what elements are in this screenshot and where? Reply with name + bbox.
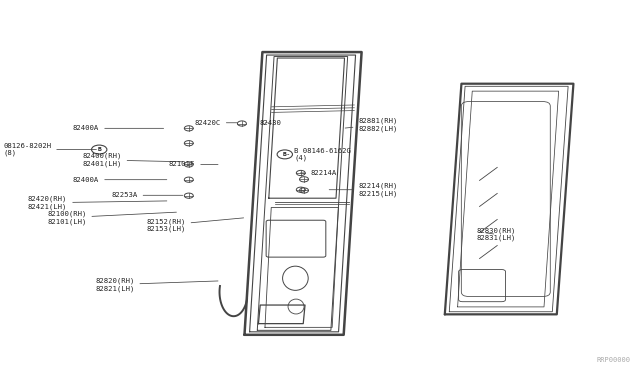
- Text: B 08146-6162G
(4): B 08146-6162G (4): [287, 148, 351, 161]
- Text: 82152(RH)
82153(LH): 82152(RH) 82153(LH): [146, 218, 244, 232]
- Text: 82820(RH)
82821(LH): 82820(RH) 82821(LH): [95, 278, 218, 292]
- Text: 08126-8202H
(8): 08126-8202H (8): [3, 143, 97, 156]
- Text: 82420C: 82420C: [195, 120, 237, 126]
- Text: 82830(RH)
82831(LH): 82830(RH) 82831(LH): [477, 227, 516, 241]
- Text: 82100(RH)
82101(LH): 82100(RH) 82101(LH): [47, 211, 177, 225]
- Text: 82400(RH)
82401(LH): 82400(RH) 82401(LH): [82, 153, 183, 167]
- Text: 82430: 82430: [259, 120, 281, 126]
- Text: 82214(RH)
82215(LH): 82214(RH) 82215(LH): [329, 183, 398, 197]
- Text: 82881(RH)
82882(LH): 82881(RH) 82882(LH): [345, 118, 398, 132]
- Text: 82101F: 82101F: [169, 161, 218, 167]
- Text: B: B: [97, 147, 101, 152]
- Text: 82253A: 82253A: [111, 192, 183, 198]
- Text: 82400A: 82400A: [73, 177, 167, 183]
- Text: 82400A: 82400A: [73, 125, 164, 131]
- Text: B: B: [283, 152, 287, 157]
- Text: 82420(RH)
82421(LH): 82420(RH) 82421(LH): [28, 196, 167, 210]
- Text: RRP00000: RRP00000: [596, 357, 630, 363]
- Text: 82214A: 82214A: [300, 170, 337, 176]
